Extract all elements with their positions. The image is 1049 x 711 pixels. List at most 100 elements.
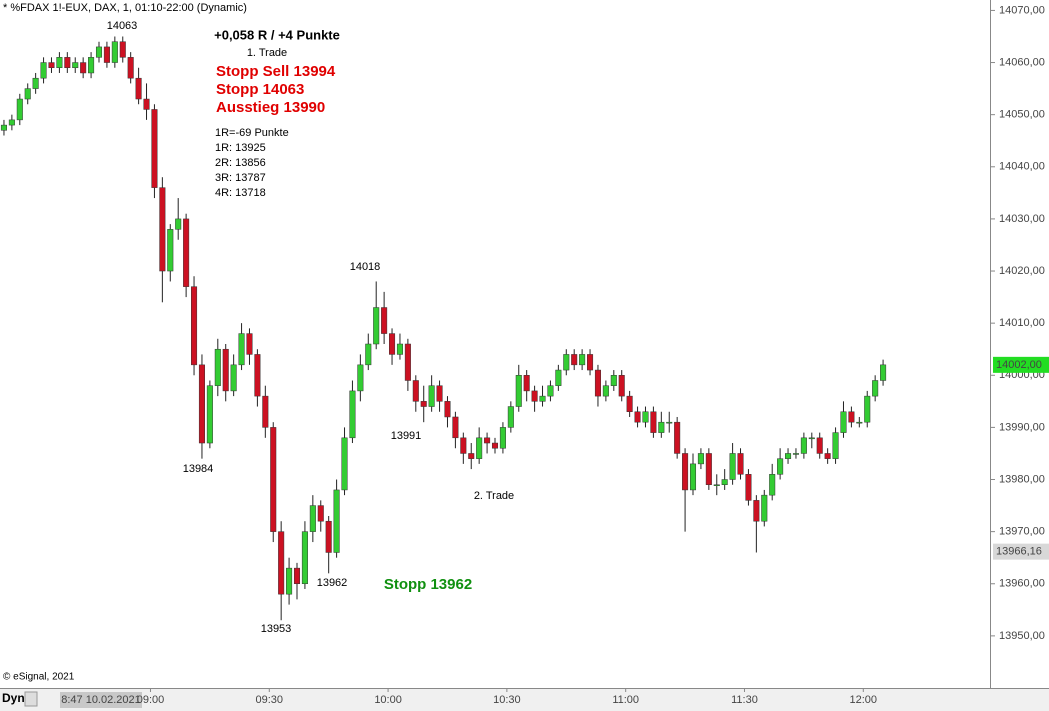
y-tick-label: 13990,00 — [999, 421, 1045, 433]
candle-body — [404, 343, 411, 381]
candle-body — [674, 421, 681, 454]
annotation: +0,058 R / +4 Punkte — [214, 27, 340, 42]
candle-body — [325, 520, 332, 553]
footer-bar — [0, 688, 1049, 711]
mode-label[interactable]: Dyn — [2, 691, 25, 705]
candle-body — [761, 494, 768, 522]
annotation: 1R=-69 Punkte — [215, 127, 289, 139]
candle-body — [468, 453, 475, 459]
annotation: Ausstieg 13990 — [216, 99, 325, 116]
candle-body — [119, 41, 126, 58]
x-tick-label: 11:30 — [731, 694, 758, 706]
candle-body — [721, 479, 728, 485]
cursor-box — [60, 692, 142, 708]
candle-body — [840, 411, 847, 433]
candle-body — [198, 364, 205, 444]
candle-body — [175, 218, 182, 230]
candle-body — [531, 390, 538, 402]
annotation: 13984 — [183, 463, 214, 475]
candle-body — [349, 390, 356, 439]
price-label: 14002,00 — [996, 359, 1042, 371]
candle-body — [832, 432, 839, 459]
lock-icon[interactable] — [24, 691, 38, 707]
candle-body — [626, 395, 633, 413]
annotation: 14063 — [107, 20, 138, 32]
candle-body — [420, 401, 427, 407]
x-tick-label: 09:30 — [256, 694, 284, 706]
cursor-label: 8:47 10.02.2021 — [61, 694, 141, 706]
candle-body — [222, 348, 229, 392]
annotation: 1R: 13925 — [215, 142, 266, 154]
candle-body — [460, 437, 467, 454]
candle-body — [856, 421, 863, 424]
candle-body — [238, 333, 245, 366]
candle-body — [444, 401, 451, 418]
candle-body — [499, 427, 506, 449]
candle-body — [848, 411, 855, 423]
candles — [0, 36, 887, 621]
annotation: 13953 — [261, 623, 292, 635]
candle-body — [143, 98, 150, 110]
candle-body — [666, 421, 673, 424]
candle-body — [373, 307, 380, 345]
annotation: 1. Trade — [247, 47, 287, 59]
candle-body — [270, 427, 277, 532]
candle-body — [333, 489, 340, 553]
candle-body — [309, 505, 316, 532]
candle-body — [436, 385, 443, 402]
x-tick-label: 12:00 — [850, 694, 878, 706]
candle-body — [254, 354, 261, 397]
candle-body — [745, 474, 752, 501]
candle-body — [167, 229, 174, 272]
chart-title: * %FDAX 1!-EUX, DAX, 1, 01:10-22:00 (Dyn… — [3, 2, 247, 14]
candle-body — [808, 437, 815, 440]
candle-body — [658, 421, 665, 433]
candle-body — [56, 57, 63, 69]
candle-body — [214, 348, 221, 386]
candle-body — [88, 57, 95, 74]
candle-body — [705, 453, 712, 485]
candle-body — [618, 375, 625, 397]
candle-body — [357, 364, 364, 392]
candle-body — [412, 380, 419, 402]
candle-body — [103, 46, 110, 63]
candle-body — [555, 369, 562, 386]
price-label-box — [993, 356, 1049, 373]
price-label-box — [993, 543, 1049, 560]
candle-body — [737, 453, 744, 475]
candle-body — [206, 385, 213, 444]
candle-body — [579, 354, 586, 366]
x-tick-label: 11:00 — [612, 694, 639, 706]
x-tick-label: 09:00 — [137, 694, 165, 706]
candle-body — [286, 567, 293, 595]
candle-body — [523, 375, 530, 392]
y-tick-label: 13950,00 — [999, 630, 1045, 642]
candle-body — [682, 453, 689, 491]
candle-body — [40, 62, 47, 79]
candle-body — [151, 109, 158, 188]
y-tick-label: 14050,00 — [999, 109, 1045, 121]
annotation: 2. Trade — [474, 490, 514, 502]
candle-body — [0, 124, 7, 131]
candle-body — [293, 567, 301, 585]
candle-body — [484, 437, 491, 444]
candle-body — [428, 385, 435, 407]
candle-body — [135, 77, 142, 100]
candle-body — [729, 453, 736, 480]
candle-body — [389, 333, 396, 355]
annotation: Stopp 13962 — [384, 576, 472, 593]
candle-body — [396, 343, 403, 355]
annotation: 14018 — [350, 261, 381, 273]
candle-body — [365, 343, 372, 366]
annotation: 13962 — [317, 577, 348, 589]
candle-body — [539, 395, 546, 402]
y-tick-label: 14020,00 — [999, 265, 1045, 277]
annotation: Stopp Sell 13994 — [216, 63, 336, 80]
candle-body — [476, 437, 483, 459]
candle-body — [80, 62, 87, 74]
candle-body — [602, 385, 609, 397]
candle-body — [697, 453, 704, 465]
x-tick-label: 10:00 — [374, 694, 402, 706]
